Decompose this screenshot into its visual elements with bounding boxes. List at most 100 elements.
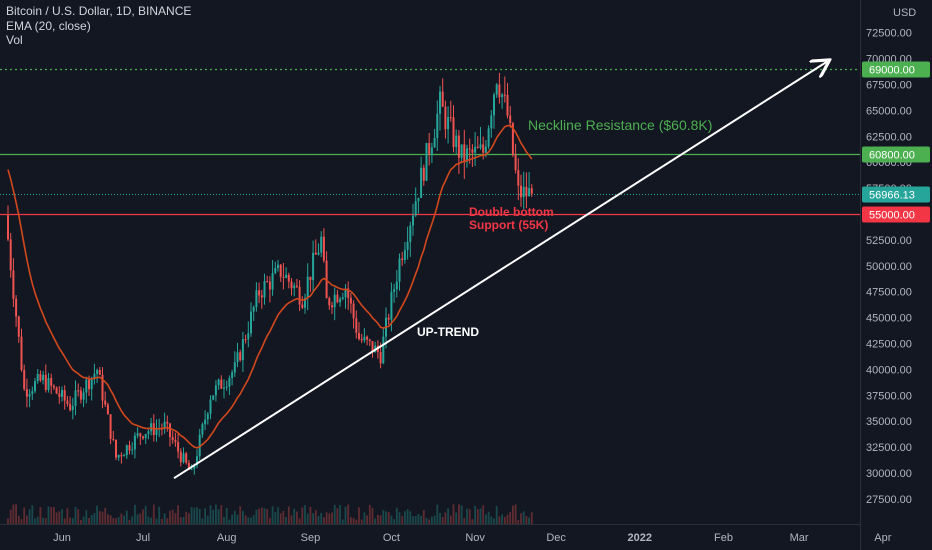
candle-body (409, 225, 412, 242)
volume-bar (247, 517, 250, 524)
symbol-title[interactable]: Bitcoin / U.S. Dollar, 1D, BINANCE (6, 4, 192, 18)
volume-bar (347, 504, 350, 524)
candle-body (282, 276, 285, 278)
volume-bar (412, 516, 414, 524)
candle-body (328, 298, 331, 306)
candle-body (274, 267, 277, 274)
volume-bar (530, 512, 533, 524)
volume-bar (498, 516, 501, 524)
candle-body (93, 373, 96, 378)
candle-body (266, 281, 269, 283)
volume-bar (377, 514, 379, 524)
volume-bar (482, 505, 485, 524)
candle-body (23, 369, 26, 390)
candle-body (466, 148, 468, 162)
volume-bar (58, 511, 61, 524)
candle-body (144, 434, 147, 439)
candle-body (15, 298, 18, 317)
volume-bar (128, 519, 131, 524)
volume-bar (74, 506, 77, 524)
volume-bar (182, 517, 185, 524)
candle-body (363, 336, 366, 341)
volume-bar (312, 513, 314, 524)
candle-body (506, 94, 509, 116)
volume-bar (339, 505, 341, 524)
y-tick-label: 47500.00 (866, 287, 912, 299)
volume-indicator-label[interactable]: Vol (6, 33, 23, 47)
volume-bar (120, 513, 123, 524)
volume-bar (231, 514, 233, 524)
candle-body (498, 84, 501, 98)
volume-bar (525, 516, 528, 524)
candle-body (44, 374, 47, 390)
candle-body (287, 274, 290, 282)
candle-body (31, 391, 34, 394)
candle-body (503, 94, 506, 96)
candle-body (255, 290, 258, 308)
candle-body (206, 413, 209, 420)
candle-body (104, 400, 107, 405)
candle-body (28, 393, 31, 397)
candle-body (393, 289, 396, 292)
candle-body (71, 405, 74, 411)
volume-bar (433, 515, 436, 524)
volume-bar (123, 515, 125, 524)
candle-body (279, 264, 282, 277)
candle-body (17, 316, 20, 337)
candle-body (187, 462, 190, 470)
candle-body (198, 434, 201, 457)
candle-body (117, 455, 120, 458)
volume-bar (196, 507, 198, 524)
volume-bar (44, 518, 47, 524)
volume-bar (309, 506, 312, 524)
candle-body (525, 186, 528, 197)
candle-body (228, 378, 231, 387)
volume-bar (90, 515, 93, 524)
volume-bar (239, 506, 242, 524)
volume-bar (155, 518, 158, 524)
volume-bar (112, 518, 115, 524)
volume-bar (26, 515, 28, 524)
price-level-tag (862, 61, 930, 78)
volume-bar (201, 518, 204, 524)
candle-body (241, 339, 244, 361)
volume-bar (452, 504, 455, 524)
volume-bar (341, 519, 344, 524)
y-tick-label: 35000.00 (866, 416, 912, 428)
volume-bar (476, 509, 479, 524)
candle-body (285, 274, 288, 278)
x-tick-label: Sep (301, 532, 321, 544)
candle-body (433, 137, 436, 148)
volume-bar (117, 517, 120, 524)
candle-body (123, 455, 126, 457)
y-tick-label: 72500.00 (866, 28, 912, 40)
volume-bar (401, 516, 404, 524)
volume-bar (460, 505, 463, 524)
volume-bar (304, 505, 306, 524)
volume-bar (179, 517, 182, 524)
candle-body (317, 252, 320, 255)
x-tick-label: Feb (714, 532, 733, 544)
volume-bar (422, 510, 425, 524)
volume-bar (185, 511, 188, 524)
volume-bar (328, 513, 331, 524)
candle-body (520, 185, 522, 198)
volume-bar (212, 509, 215, 524)
volume-bar (50, 507, 53, 524)
volume-bar (271, 506, 274, 524)
volume-bar (152, 504, 155, 524)
volume-bar (39, 507, 42, 524)
candle-body (209, 399, 212, 414)
volume-bar (96, 505, 98, 524)
candle-body (204, 419, 207, 425)
volume-bar (344, 506, 347, 524)
ema-indicator-label[interactable]: EMA (20, close) (6, 18, 91, 33)
volume-bar (314, 510, 317, 524)
candle-body (196, 456, 198, 466)
candle-body (120, 455, 123, 457)
candle-body (136, 433, 139, 436)
candle-body (501, 94, 504, 98)
candle-body (36, 374, 39, 382)
candle-body (47, 378, 50, 390)
